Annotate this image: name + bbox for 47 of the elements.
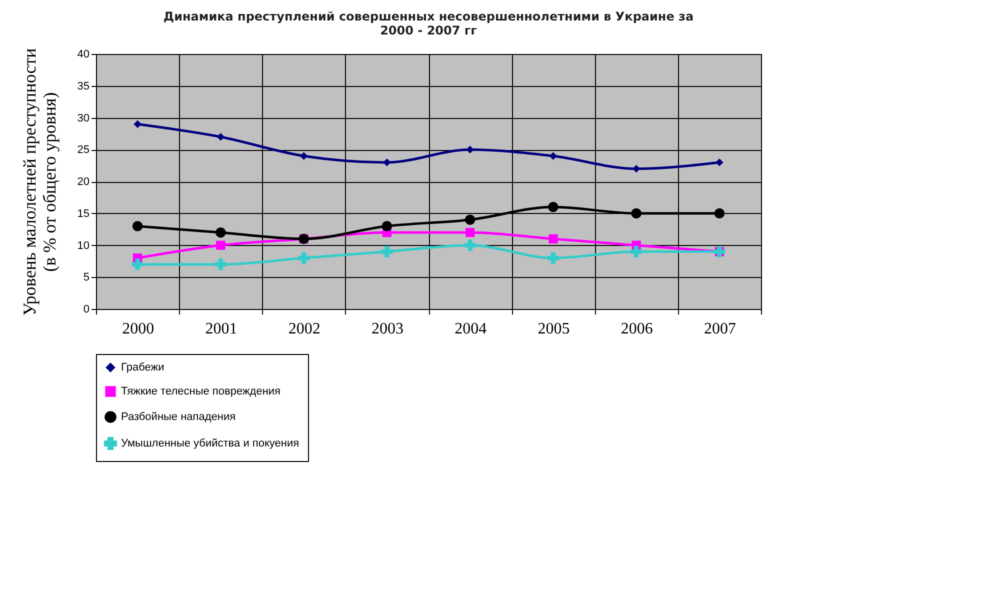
x-tick-label: 2004 xyxy=(454,320,487,338)
legend-label: Тяжкие телесные повреждения xyxy=(121,386,281,398)
point xyxy=(216,227,226,238)
point xyxy=(298,252,310,264)
y-tick-label: 10 xyxy=(77,240,90,252)
point xyxy=(548,234,558,244)
point xyxy=(630,246,642,258)
point xyxy=(300,152,308,160)
y-tick-label: 25 xyxy=(77,144,90,156)
point xyxy=(464,240,476,251)
x-tick-label: 2003 xyxy=(371,320,404,338)
y-tick-label: 0 xyxy=(83,304,90,316)
point xyxy=(548,202,558,212)
point xyxy=(714,208,725,219)
y-tick-label: 40 xyxy=(77,48,90,60)
point xyxy=(134,120,142,128)
point xyxy=(631,208,642,219)
x-tick-label: 2005 xyxy=(538,320,570,338)
point xyxy=(381,246,393,258)
point xyxy=(383,158,391,166)
point xyxy=(214,258,226,270)
x-tick-label: 2000 xyxy=(122,320,154,338)
point xyxy=(466,228,475,238)
x-tick-label: 2002 xyxy=(288,320,320,338)
point xyxy=(132,220,143,232)
y-axis-title: Уровень малолетней преступности (в % от общего уровня) xyxy=(19,48,60,316)
point xyxy=(382,220,392,232)
y-tick-label: 5 xyxy=(83,272,90,284)
x-tick-label: 2006 xyxy=(620,320,653,338)
legend-label: Разбойные нападения xyxy=(121,411,236,423)
x-tick-label: 2001 xyxy=(205,320,238,338)
y-tick-label: 35 xyxy=(77,80,90,92)
y-tick-label: 30 xyxy=(77,112,90,124)
point xyxy=(216,133,225,141)
point xyxy=(464,214,476,225)
x-tick-label: 2007 xyxy=(704,320,736,338)
y-tick-label: 15 xyxy=(77,208,90,220)
point xyxy=(547,252,559,264)
point xyxy=(549,152,558,160)
chart-title: Динамика преступлений совершенных несовершеннолетними в Украине за 2000 - 2007 гг xyxy=(163,10,694,38)
point xyxy=(716,158,724,166)
point xyxy=(216,240,226,250)
y-tick-label: 20 xyxy=(77,176,90,188)
legend-label: Грабежи xyxy=(121,362,164,374)
point xyxy=(132,258,144,270)
legend-label: Умышленные убийства и покуения xyxy=(121,438,300,450)
point xyxy=(466,146,474,154)
